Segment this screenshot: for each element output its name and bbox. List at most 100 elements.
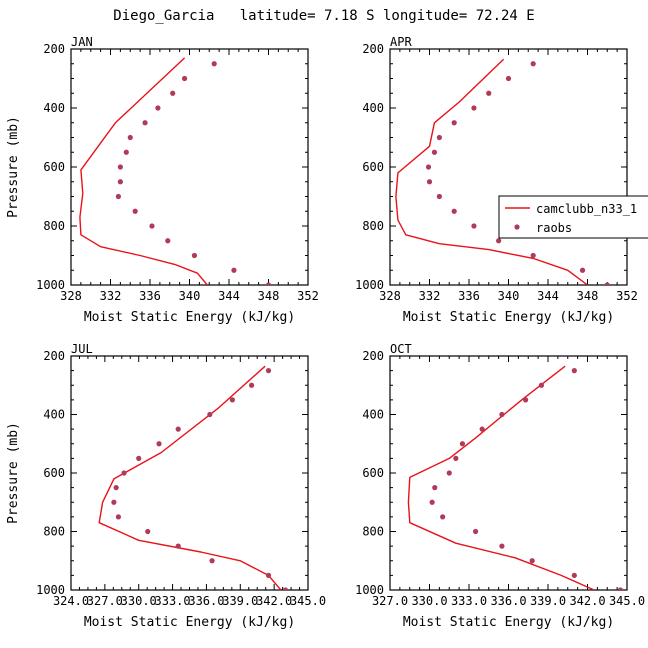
- obs-point: [136, 455, 142, 461]
- obs-point: [248, 382, 255, 388]
- x-tick-label: 340: [179, 289, 201, 303]
- obs-point: [156, 441, 162, 447]
- x-tick-label: 342.0: [569, 594, 605, 608]
- obs-point: [530, 61, 536, 67]
- legend-model-label: camclubb_n33_1: [536, 202, 637, 216]
- x-tick-label: 348: [258, 289, 280, 303]
- x-tick-label: 339.0: [222, 594, 258, 608]
- x-tick-label: 336: [458, 289, 480, 303]
- obs-point: [617, 587, 624, 590]
- obs-point: [499, 543, 505, 549]
- obs-point: [451, 208, 457, 214]
- obs-point: [426, 179, 433, 185]
- x-axis-label: Moist Static Energy (kJ/kg): [403, 310, 614, 325]
- figure-title: Diego_Garcia latitude= 7.18 S longitude=…: [113, 8, 534, 24]
- obs-point: [211, 61, 217, 67]
- y-tick-label: 800: [43, 219, 65, 233]
- obs-point: [446, 470, 452, 476]
- obs-point: [486, 90, 492, 96]
- panel-apr: 328 332 336 340 344 348 352 200 400 600 800 1000 APR…: [355, 35, 638, 325]
- x-tick-label: 336.0: [490, 594, 526, 608]
- y-tick-label: 400: [362, 101, 384, 115]
- obs-point: [472, 528, 479, 535]
- obs-point: [113, 485, 119, 491]
- x-tick-label: 332: [419, 289, 441, 303]
- plot-data: [79, 57, 272, 285]
- obs-point: [496, 238, 502, 244]
- legend-marker-swatch: [514, 224, 520, 230]
- x-tick-label: 330.0: [121, 594, 157, 608]
- y-tick-label: 800: [43, 525, 65, 539]
- model-profile-line: [395, 58, 588, 285]
- plot-frame: [389, 48, 628, 286]
- y-tick-label: 200: [43, 349, 65, 363]
- panel-label: JAN: [71, 35, 93, 49]
- y-tick-label: 1000: [36, 583, 65, 597]
- y-tick-label: 600: [43, 160, 65, 174]
- x-axis-label: Moist Static Energy (kJ/kg): [403, 615, 614, 630]
- obs-point: [111, 499, 117, 505]
- obs-point: [121, 470, 127, 476]
- obs-point: [127, 134, 133, 141]
- x-tick-label: 327.0: [372, 594, 408, 608]
- x-tick-label: 342.0: [256, 594, 292, 608]
- plot-frame: [70, 355, 309, 591]
- y-axis-label: Pressure (mb): [6, 116, 21, 218]
- y-tick-label: 800: [362, 525, 384, 539]
- obs-point: [115, 193, 121, 200]
- model-profile-line: [98, 365, 282, 590]
- obs-point: [207, 411, 213, 418]
- y-tick-label: 200: [43, 42, 65, 56]
- obs-point: [453, 455, 459, 461]
- obs-point: [451, 120, 457, 126]
- y-tick-label: 600: [362, 466, 384, 480]
- obs-point: [436, 193, 442, 200]
- obs-point: [471, 105, 477, 111]
- obs-point: [170, 90, 176, 96]
- obs-point: [117, 179, 123, 185]
- x-tick-label: 352: [297, 289, 319, 303]
- obs-point: [571, 368, 577, 374]
- obs-point: [142, 120, 148, 126]
- plot-frame: [389, 355, 628, 591]
- x-axis-label: Moist Static Energy (kJ/kg): [84, 615, 295, 630]
- x-tick-label: 336: [139, 289, 161, 303]
- y-tick-label: 400: [43, 101, 65, 115]
- obs-point: [479, 426, 485, 432]
- obs-point: [571, 572, 577, 578]
- x-tick-label: 324.0: [53, 594, 89, 608]
- obs-point: [115, 514, 121, 520]
- obs-point: [499, 411, 505, 418]
- obs-point: [175, 543, 181, 549]
- panel-jul: 324.0327.0330.0333.0336.0339.0342.0345.0…: [6, 342, 326, 630]
- obs-point: [505, 75, 512, 82]
- y-tick-label: 800: [362, 219, 384, 233]
- obs-point: [175, 426, 181, 432]
- y-tick-label: 600: [362, 160, 384, 174]
- obs-point: [579, 267, 586, 273]
- y-tick-label: 400: [362, 408, 384, 422]
- legend-box: [498, 195, 648, 239]
- y-tick-label: 1000: [36, 278, 65, 292]
- y-tick-label: 1000: [355, 278, 384, 292]
- panel-oct: 327.0 330.0 333.0 336.0 339.0 342.0 345.0 200 40…: [355, 342, 645, 630]
- panel-label: OCT: [390, 342, 412, 356]
- x-tick-label: 333.0: [451, 594, 487, 608]
- obs-point: [429, 499, 435, 505]
- obs-point: [425, 164, 432, 170]
- y-tick-label: 200: [362, 42, 384, 56]
- x-tick-label: 336.0: [188, 594, 224, 608]
- x-axis-label: Moist Static Energy (kJ/kg): [84, 310, 295, 325]
- obs-point: [538, 382, 545, 388]
- obs-point: [117, 164, 123, 170]
- x-tick-label: 328: [379, 289, 401, 303]
- obs-point: [436, 134, 442, 141]
- obs-point: [165, 238, 171, 244]
- y-tick-label: 600: [43, 466, 65, 480]
- x-tick-label: 332: [100, 289, 122, 303]
- x-tick-label: 345.0: [290, 594, 326, 608]
- y-tick-label: 200: [362, 349, 384, 363]
- obs-point: [229, 397, 235, 403]
- obs-point: [209, 558, 215, 564]
- obs-point: [530, 252, 536, 259]
